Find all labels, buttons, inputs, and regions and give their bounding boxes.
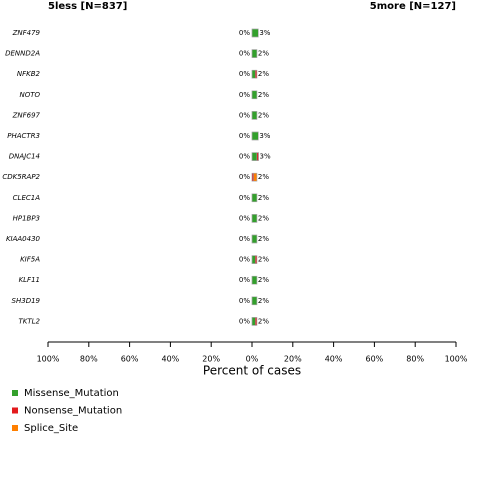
bar-segment (251, 317, 256, 326)
gene-label: NFKB2 (17, 70, 41, 78)
value-label: 3% (260, 153, 271, 161)
value-label: 0% (239, 91, 250, 99)
bar-total (251, 152, 259, 161)
bar-segment (253, 172, 258, 182)
value-label: 2% (258, 317, 269, 325)
value-label: 2% (258, 214, 269, 222)
bar-total (251, 275, 258, 285)
gene-label: KIAA0430 (6, 235, 41, 243)
gene-label: ZNF479 (12, 29, 41, 37)
gene-label: SH3D19 (12, 297, 41, 305)
bar-total (251, 296, 258, 306)
bar-total (251, 317, 258, 326)
legend-label: Missense_Mutation (24, 388, 119, 399)
x-tick-label: 60% (366, 355, 384, 364)
gene-label: KLF11 (19, 276, 40, 284)
x-tick-label: 20% (202, 355, 220, 364)
value-label: 0% (239, 214, 250, 222)
value-label: 0% (239, 132, 250, 140)
value-label: 2% (258, 194, 269, 202)
value-label: 0% (239, 276, 250, 284)
legend-swatch (12, 390, 18, 396)
x-tick-label: 40% (325, 355, 343, 364)
value-label: 2% (258, 276, 269, 284)
bar-total (251, 214, 258, 223)
gene-label: DNAJC14 (9, 153, 40, 161)
bar-segment (251, 214, 258, 223)
gene-label: KIF5A (20, 256, 40, 264)
value-label: 2% (258, 173, 269, 181)
x-tick-label: 80% (80, 355, 98, 364)
bar-segment (251, 111, 258, 120)
value-label: 0% (239, 29, 250, 37)
value-label: 2% (258, 297, 269, 305)
bar-total (251, 69, 258, 79)
bar-total (251, 234, 258, 244)
value-label: 2% (258, 91, 269, 99)
value-label: 0% (239, 173, 250, 181)
bar-total (251, 131, 259, 141)
x-tick-label: 0% (246, 355, 259, 364)
legend-swatch (12, 425, 18, 431)
right-title: 5more [N=127] (370, 1, 456, 12)
gene-label: HP1BP3 (13, 214, 40, 222)
legend-label: Splice_Site (24, 423, 78, 434)
value-label: 0% (239, 50, 250, 58)
bar-segment (251, 90, 258, 100)
gene-label: CDK5RAP2 (2, 173, 40, 181)
value-label: 2% (258, 111, 269, 119)
legend-swatch (12, 407, 18, 414)
gene-label: CLEC1A (13, 194, 41, 202)
bar-segment (251, 152, 258, 161)
value-label: 0% (239, 194, 250, 202)
x-tick-label: 100% (37, 355, 60, 364)
value-label: 0% (239, 297, 250, 305)
bar-total (251, 90, 258, 100)
bar-segment (251, 28, 259, 38)
bar-segment (251, 275, 258, 285)
x-tick-label: 40% (162, 355, 180, 364)
value-label: 2% (258, 256, 269, 264)
legend-label: Nonsense_Mutation (24, 406, 122, 417)
bar-segment (251, 193, 258, 203)
bar-total (251, 255, 258, 264)
x-tick-label: 20% (284, 355, 302, 364)
bar-total (251, 172, 258, 182)
gene-label: NOTO (19, 91, 40, 99)
x-axis-label: Percent of cases (203, 364, 301, 378)
gene-label: TKTL2 (19, 317, 41, 325)
value-label: 2% (258, 235, 269, 243)
bar-segment (251, 49, 258, 58)
x-tick-label: 100% (445, 355, 468, 364)
bar-segment (251, 296, 258, 306)
bar-segment (251, 69, 256, 79)
bar-total (251, 49, 258, 58)
x-tick-label: 60% (121, 355, 139, 364)
value-label: 2% (258, 50, 269, 58)
value-label: 2% (258, 70, 269, 78)
value-label: 3% (259, 132, 270, 140)
gene-label: ZNF697 (12, 111, 41, 119)
value-label: 0% (239, 235, 250, 243)
bar-total (251, 111, 258, 120)
value-label: 0% (239, 111, 250, 119)
bar-total (251, 193, 258, 203)
bar-segment (251, 234, 258, 244)
value-label: 0% (239, 153, 250, 161)
bar-segment (251, 131, 259, 141)
bar-total (251, 28, 259, 38)
value-label: 3% (259, 29, 270, 37)
value-label: 0% (239, 256, 250, 264)
x-tick-label: 80% (406, 355, 424, 364)
gene-label: DENND2A (5, 50, 40, 58)
bar-segment (251, 255, 256, 264)
value-label: 0% (239, 70, 250, 78)
gene-label: PHACTR3 (7, 132, 40, 140)
left-title: 5less [N=837] (48, 1, 127, 12)
value-label: 0% (239, 317, 250, 325)
